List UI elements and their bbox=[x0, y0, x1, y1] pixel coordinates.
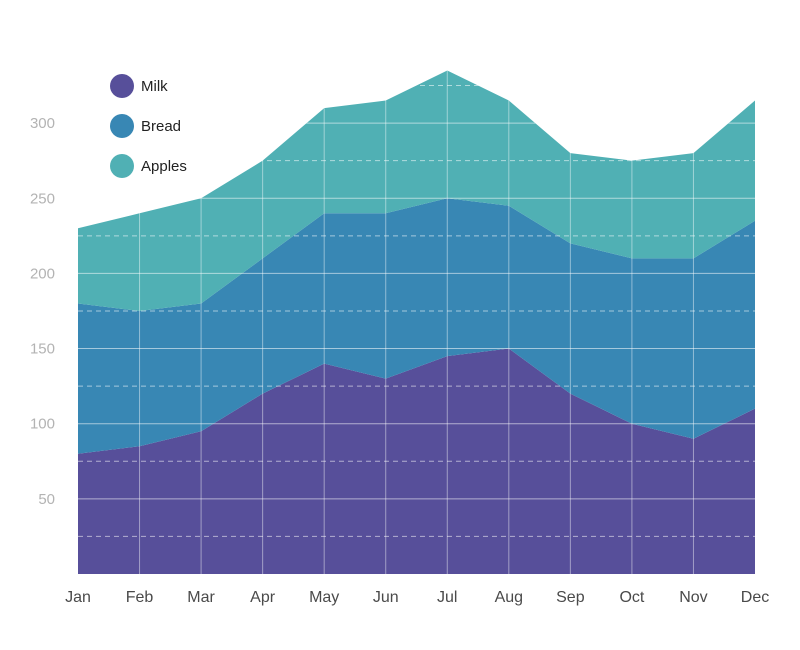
y-tick-label: 200 bbox=[30, 265, 55, 282]
x-tick-label: Aug bbox=[495, 589, 523, 606]
legend-label-bread: Bread bbox=[141, 118, 181, 135]
x-tick-label: Feb bbox=[126, 589, 154, 606]
area-apples bbox=[78, 70, 755, 311]
legend-swatch-apples bbox=[110, 154, 134, 178]
legend-label-milk: Milk bbox=[141, 78, 168, 95]
x-tick-label: Apr bbox=[250, 589, 276, 606]
grid-lines bbox=[78, 70, 755, 574]
y-tick-label: 150 bbox=[30, 341, 55, 358]
y-axis-ticks: 50 100 150 200 250 300 bbox=[30, 115, 55, 508]
area-milk bbox=[78, 348, 755, 574]
legend: Milk Bread Apples bbox=[110, 74, 187, 178]
x-tick-label: Mar bbox=[187, 589, 215, 606]
y-tick-label: 50 bbox=[38, 491, 55, 508]
x-tick-label: Jan bbox=[65, 589, 91, 606]
x-tick-label: Sep bbox=[556, 589, 585, 606]
x-tick-label: Nov bbox=[679, 589, 707, 606]
y-tick-label: 300 bbox=[30, 115, 55, 132]
legend-swatch-bread bbox=[110, 114, 134, 138]
legend-swatch-milk bbox=[110, 74, 134, 98]
x-tick-label: Dec bbox=[741, 589, 769, 606]
legend-label-apples: Apples bbox=[141, 158, 187, 175]
x-axis-ticks: Jan Feb Mar Apr May Jun Jul Aug Sep Oct Nov Dec bbox=[65, 589, 769, 606]
area-layers bbox=[78, 70, 755, 574]
x-tick-label: Jun bbox=[373, 589, 399, 606]
x-tick-label: May bbox=[309, 589, 339, 606]
x-tick-label: Oct bbox=[619, 589, 644, 606]
x-tick-label: Jul bbox=[437, 589, 457, 606]
y-tick-label: 250 bbox=[30, 190, 55, 207]
area-bread bbox=[78, 198, 755, 454]
y-tick-label: 100 bbox=[30, 416, 55, 433]
